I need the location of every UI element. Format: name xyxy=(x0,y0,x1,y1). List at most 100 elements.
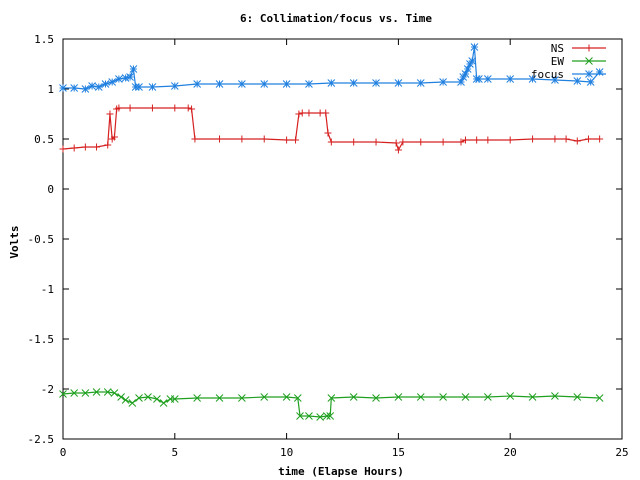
data-point-focus xyxy=(394,79,403,87)
data-point-focus xyxy=(282,80,291,88)
data-point-focus xyxy=(327,79,336,87)
y-tick-label: 1 xyxy=(47,83,54,96)
data-point-focus xyxy=(470,43,479,51)
x-tick-label: 20 xyxy=(504,446,517,459)
data-point-focus xyxy=(81,85,90,93)
y-tick-label: -2.5 xyxy=(28,433,55,446)
data-point-focus xyxy=(439,78,447,86)
data-point-focus xyxy=(483,75,492,83)
data-point-NS xyxy=(399,138,407,146)
legend-label-focus: focus xyxy=(531,68,564,81)
data-point-EW xyxy=(595,394,604,402)
data-point-NS xyxy=(596,135,604,143)
data-point-NS xyxy=(439,138,447,146)
data-point-focus xyxy=(573,77,582,85)
legend-key-focus xyxy=(572,70,606,78)
legend-marker-focus xyxy=(585,70,593,78)
data-point-EW xyxy=(153,395,161,403)
data-point-EW xyxy=(439,393,447,401)
data-point-NS xyxy=(350,138,358,146)
legend-label-EW: EW xyxy=(551,55,565,68)
data-point-EW xyxy=(144,393,152,401)
data-point-focus xyxy=(148,83,157,91)
data-point-NS xyxy=(93,143,101,151)
data-point-focus xyxy=(70,84,79,92)
series-focus xyxy=(59,43,604,93)
data-point-EW xyxy=(103,388,112,396)
data-point-NS xyxy=(392,139,400,147)
data-point-EW xyxy=(372,394,380,402)
data-point-NS xyxy=(238,135,246,143)
data-point-EW xyxy=(170,395,179,403)
data-point-focus xyxy=(59,84,67,92)
y-tick-label: 0 xyxy=(47,183,54,196)
data-point-EW xyxy=(117,393,125,401)
x-axis-label: time (Elapse Hours) xyxy=(278,465,404,478)
legend-marker-NS xyxy=(585,44,593,52)
data-point-NS xyxy=(484,136,492,144)
data-point-NS xyxy=(216,135,224,143)
data-point-focus xyxy=(88,82,96,90)
legend-key-NS xyxy=(572,44,606,52)
data-point-EW xyxy=(316,413,324,421)
data-point-EW xyxy=(573,393,582,401)
y-axis-label: Volts xyxy=(8,225,21,258)
data-point-NS xyxy=(110,133,118,141)
data-point-NS xyxy=(106,110,114,118)
data-point-focus xyxy=(416,79,425,87)
data-point-EW xyxy=(193,394,202,402)
data-point-NS xyxy=(417,138,425,146)
data-point-focus xyxy=(305,80,313,88)
data-point-focus xyxy=(170,82,179,90)
data-point-focus xyxy=(260,80,269,88)
data-point-EW xyxy=(296,412,304,420)
data-point-focus xyxy=(238,80,246,88)
data-point-NS xyxy=(81,143,89,151)
data-point-EW xyxy=(135,394,143,402)
data-point-focus xyxy=(459,73,468,81)
legend-marker-EW xyxy=(585,57,593,65)
y-tick-label: -0.5 xyxy=(28,233,55,246)
data-point-focus xyxy=(108,78,117,86)
data-point-NS xyxy=(260,135,268,143)
data-point-EW xyxy=(528,393,537,401)
data-point-NS xyxy=(394,146,402,154)
data-point-focus xyxy=(528,75,537,83)
data-point-focus xyxy=(215,80,224,88)
data-point-EW xyxy=(293,394,302,402)
data-point-EW xyxy=(326,412,335,420)
plot-border xyxy=(62,38,623,440)
data-point-NS xyxy=(126,104,134,112)
x-tick-label: 25 xyxy=(615,446,628,459)
data-point-EW xyxy=(159,399,168,407)
data-point-EW xyxy=(461,393,470,401)
data-point-EW xyxy=(349,393,358,401)
data-point-focus xyxy=(126,73,134,81)
data-point-EW xyxy=(551,392,559,400)
y-tick-label: 0.5 xyxy=(34,133,54,146)
data-point-NS xyxy=(59,145,67,153)
data-point-NS xyxy=(115,104,123,112)
data-point-EW xyxy=(322,412,331,420)
data-point-focus xyxy=(586,78,595,86)
data-point-EW xyxy=(110,389,119,397)
legend-label-NS: NS xyxy=(551,42,564,55)
data-point-EW xyxy=(215,394,224,402)
data-point-EW xyxy=(483,393,492,401)
data-point-NS xyxy=(324,129,332,137)
data-point-focus xyxy=(135,83,143,91)
data-point-EW xyxy=(128,399,137,407)
data-point-NS xyxy=(473,136,481,144)
x-tick-label: 0 xyxy=(60,446,67,459)
data-point-NS xyxy=(148,104,156,112)
plot-area xyxy=(59,43,604,421)
chart-title: 6: Collimation/focus vs. Time xyxy=(240,12,432,25)
legend-key-EW xyxy=(572,57,606,65)
data-point-EW xyxy=(121,396,130,404)
data-point-NS xyxy=(70,144,78,152)
data-point-EW xyxy=(70,389,79,397)
data-point-focus xyxy=(372,79,380,87)
data-point-NS xyxy=(506,136,514,144)
data-point-NS xyxy=(188,105,196,113)
y-tick-label: 1.5 xyxy=(34,33,54,46)
